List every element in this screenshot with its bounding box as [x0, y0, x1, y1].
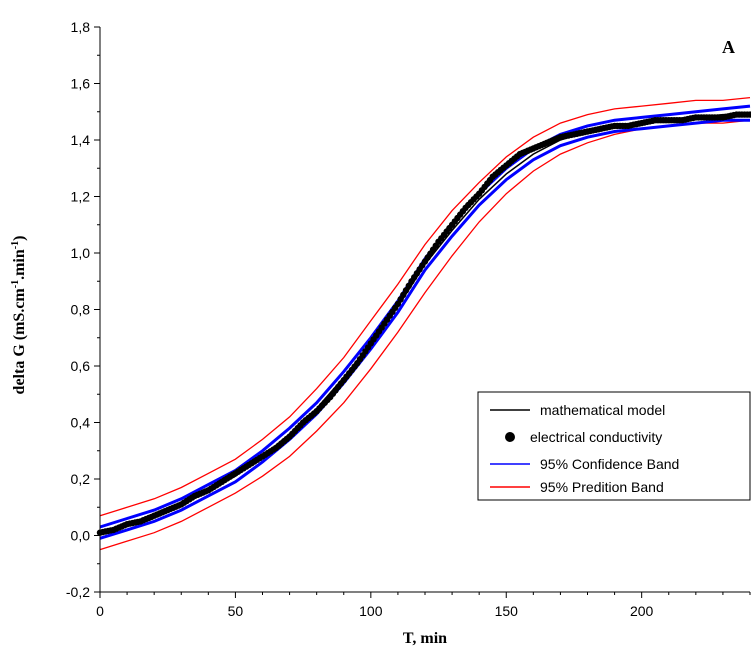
- y-tick-label: 0,8: [71, 302, 91, 318]
- legend-label-confidence: 95% Confidence Band: [540, 456, 679, 472]
- legend-label-prediction: 95% Predition Band: [540, 479, 664, 495]
- x-axis: 0 50 100 150 200: [96, 591, 751, 619]
- y-axis-title-sup2: -1: [10, 241, 21, 249]
- legend-swatch-conductivity: [505, 432, 515, 442]
- y-tick-label: 0,6: [71, 358, 91, 374]
- y-tick-label: 0,0: [71, 528, 91, 544]
- y-axis-title-mid: .min: [11, 249, 28, 280]
- y-tick-label: 0,2: [71, 471, 91, 487]
- y-tick-label: -0,2: [66, 584, 90, 600]
- model-line: [99, 113, 750, 534]
- x-tick-label: 100: [359, 603, 383, 619]
- plot-area: [96, 96, 751, 551]
- y-tick-label: 1,4: [71, 132, 91, 148]
- y-tick-label: 1,0: [71, 245, 91, 261]
- y-axis-title-end: ): [11, 236, 28, 241]
- x-tick-label: 150: [495, 603, 519, 619]
- y-tick-label: 1,8: [71, 19, 91, 35]
- y-axis-title-sup1: -1: [10, 280, 21, 288]
- y-tick-label: 1,6: [71, 76, 91, 92]
- legend-label-conductivity: electrical conductivity: [530, 429, 662, 445]
- panel-label: A: [722, 37, 735, 57]
- y-axis-title: delta G (mS.cm-1.min-1): [10, 236, 28, 395]
- x-tick-label: 50: [228, 603, 244, 619]
- y-axis: -0,2 0,0 0,2 0,4 0,6 0,8 1,0 1,2 1,4 1,6 1,8: [66, 19, 101, 600]
- confidence-band-lower: [99, 118, 750, 540]
- legend: mathematical model electrical conductivi…: [477, 391, 751, 501]
- y-axis-title-main: delta G (mS.cm: [11, 288, 28, 395]
- y-tick-label: 1,2: [71, 189, 91, 205]
- x-tick-label: 0: [96, 603, 104, 619]
- y-tick-label: 0,4: [71, 415, 91, 431]
- prediction-band-upper: [99, 96, 751, 517]
- x-axis-title: T, min: [403, 630, 447, 647]
- x-tick-label: 200: [630, 603, 654, 619]
- legend-label-model: mathematical model: [540, 402, 665, 418]
